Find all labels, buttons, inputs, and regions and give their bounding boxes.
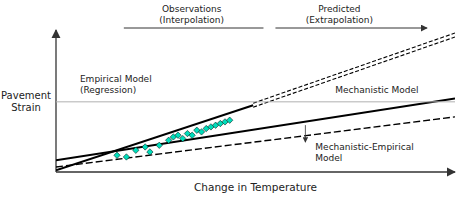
observation-point xyxy=(180,135,186,141)
x-axis xyxy=(56,171,455,172)
observation-point xyxy=(123,154,129,160)
observation-point xyxy=(142,144,148,150)
label-arrow xyxy=(305,125,306,142)
y-axis xyxy=(55,30,56,172)
model-line xyxy=(56,105,253,170)
plot-area xyxy=(56,33,455,170)
series-label: Mechanistic Model xyxy=(335,85,418,95)
region-label: Predicted(Extrapolation) xyxy=(306,4,373,25)
observation-point xyxy=(147,149,153,155)
region-line xyxy=(124,28,264,29)
observation-point xyxy=(133,147,139,153)
observation-point xyxy=(226,117,232,123)
region-label: Observations(Interpolation) xyxy=(159,4,224,25)
observation-point xyxy=(165,137,171,143)
y-axis-label: PavementStrain xyxy=(1,90,51,113)
observation-point xyxy=(175,132,181,138)
divider-line xyxy=(56,101,455,102)
model-line xyxy=(253,33,455,103)
x-axis-label: Change in Temperature xyxy=(194,181,317,193)
observation-point xyxy=(198,129,204,135)
region-line xyxy=(275,28,427,29)
series-label: Mechanistic-EmpiricalModel xyxy=(315,142,413,163)
observation-point xyxy=(189,132,195,138)
observation-point xyxy=(114,152,120,158)
model-line xyxy=(56,98,455,160)
model-line xyxy=(253,37,455,107)
series-label: Empirical Model(Regression) xyxy=(80,74,152,95)
model-line xyxy=(56,117,455,167)
observation-point xyxy=(156,142,162,148)
chart: Empirical Model(Regression) Mechanistic M… xyxy=(0,0,465,197)
